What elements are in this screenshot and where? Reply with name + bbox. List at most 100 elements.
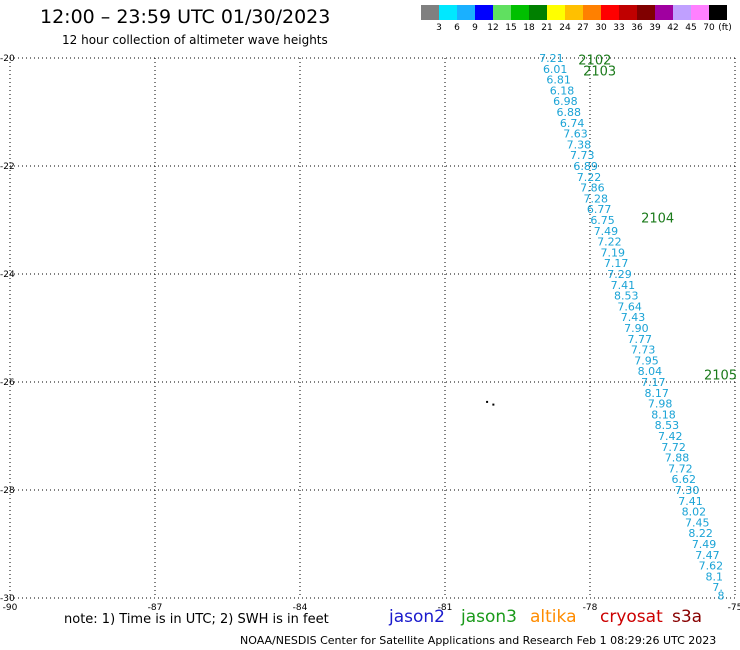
- colorbar-swatch: [691, 5, 709, 20]
- colorbar-swatch: [457, 5, 475, 20]
- footer-note: note: 1) Time is in UTC; 2) SWH is in fe…: [64, 612, 329, 627]
- track-id-label: 2104: [641, 211, 674, 226]
- swh-value: 7.63: [563, 128, 588, 141]
- swh-value: 7.72: [661, 441, 686, 454]
- colorbar-label: 30: [595, 23, 607, 33]
- swh-value: 6.77: [587, 203, 612, 216]
- mission-altika: altika: [530, 607, 577, 627]
- colorbar-swatch: [547, 5, 565, 20]
- swh-value: 7.19: [600, 246, 625, 259]
- swh-value: 8.18: [651, 408, 676, 421]
- swh-value: 7.73: [570, 149, 595, 162]
- colorbar-swatch: [565, 5, 583, 20]
- swh-value: 8.53: [614, 290, 639, 303]
- colorbar-label: 21: [541, 23, 553, 33]
- swh-value: 6.88: [556, 106, 581, 119]
- colorbar-label: 33: [613, 23, 625, 33]
- chart-title: 12:00 – 23:59 UTC 01/30/2023: [40, 6, 331, 28]
- lon-label: -87: [148, 603, 163, 613]
- mission-cryosat: cryosat: [600, 607, 663, 627]
- lat-label: -28: [0, 486, 15, 496]
- colorbar-label: 70: [703, 23, 715, 33]
- lat-label: -30: [0, 594, 15, 604]
- swh-value: 7.22: [577, 171, 602, 184]
- colorbar-swatch: [421, 5, 439, 20]
- swh-value: 8.22: [688, 527, 713, 540]
- lon-label: -78: [583, 603, 598, 613]
- colorbar-swatch: [601, 5, 619, 20]
- lat-label: -20: [0, 54, 15, 64]
- colorbar-swatch: [583, 5, 601, 20]
- swh-value: 7.30: [675, 484, 700, 497]
- colorbar-label: 6: [454, 23, 460, 33]
- swh-value: 8: [717, 589, 724, 602]
- colorbar-swatch: [493, 5, 511, 20]
- swh-value: 7.17: [604, 257, 629, 270]
- swh-value: 6.89: [573, 160, 598, 173]
- colorbar-swatch: [673, 5, 691, 20]
- swh-value: 6.18: [550, 84, 575, 97]
- colorbar-label: 15: [505, 23, 517, 33]
- colorbar-label: 24: [559, 23, 571, 33]
- colorbar-swatch: [439, 5, 457, 20]
- swh-value: 7.28: [584, 192, 609, 205]
- lon-label: -84: [293, 603, 308, 613]
- swh-value: 7.73: [631, 344, 656, 357]
- swh-value: 6.74: [560, 117, 585, 130]
- track-id-label: 2102: [578, 54, 611, 69]
- island-mark: [492, 403, 495, 406]
- swh-value: 7.95: [634, 354, 659, 367]
- swh-value: 7.77: [628, 333, 653, 346]
- lon-label: -90: [3, 603, 18, 613]
- colorbar-label: 36: [631, 23, 643, 33]
- colorbar-swatch: [475, 5, 493, 20]
- swh-value: 7.49: [692, 538, 717, 551]
- swh-value: 7.17: [641, 376, 666, 389]
- colorbar-label: 39: [649, 23, 661, 33]
- swh-value: 7.49: [594, 225, 619, 238]
- chart-subtitle: 12 hour collection of altimeter wave hei…: [62, 33, 328, 47]
- swh-value: 7.43: [621, 311, 646, 324]
- lat-label: -22: [0, 162, 15, 172]
- swh-value: 7.88: [665, 452, 690, 465]
- mission-jason3: jason3: [461, 607, 517, 627]
- swh-value: 7.98: [648, 398, 673, 411]
- swh-value: 6.81: [546, 74, 571, 87]
- colorbar-label: 3: [436, 23, 442, 33]
- mission-s3a: s3a: [672, 607, 703, 627]
- swh-value: 6.01: [543, 63, 568, 76]
- swh-value: 7.42: [658, 430, 683, 443]
- colorbar-swatch: [529, 5, 547, 20]
- swh-value: 8.1: [705, 570, 723, 583]
- colorbar-label: 12: [487, 23, 499, 33]
- swh-value: 6.62: [672, 473, 697, 486]
- colorbar-swatch: [709, 5, 727, 20]
- swh-value: 8.17: [644, 387, 669, 400]
- swh-value: 7.29: [607, 268, 632, 281]
- lon-label: -81: [438, 603, 453, 613]
- swh-value: 7.86: [580, 182, 605, 195]
- lat-label: -26: [0, 378, 15, 388]
- swh-value: 8.02: [682, 506, 707, 519]
- track-id-label: 2105: [704, 369, 737, 384]
- swh-value: 8.53: [655, 419, 680, 432]
- swh-value: 7.62: [699, 560, 724, 573]
- lon-label: -75: [728, 603, 740, 613]
- lat-label: -24: [0, 270, 15, 280]
- colorbar-swatch: [637, 5, 655, 20]
- swh-value: 7.47: [695, 549, 720, 562]
- swh-value: 8.04: [638, 365, 663, 378]
- colorbar-swatch: [511, 5, 529, 20]
- swh-value: 7.72: [668, 462, 693, 475]
- swh-value: 7.41: [678, 495, 703, 508]
- island-mark: [486, 400, 489, 403]
- colorbar-label: 27: [577, 23, 589, 33]
- swh-value: 7.41: [611, 279, 636, 292]
- colorbar-label: 18: [523, 23, 535, 33]
- swh-value: 6.75: [590, 214, 615, 227]
- swh-value: 7.64: [617, 300, 642, 313]
- colorbar-label: 9: [472, 23, 478, 33]
- swh-value: 7.: [712, 581, 723, 594]
- swh-value: 7.22: [597, 236, 622, 249]
